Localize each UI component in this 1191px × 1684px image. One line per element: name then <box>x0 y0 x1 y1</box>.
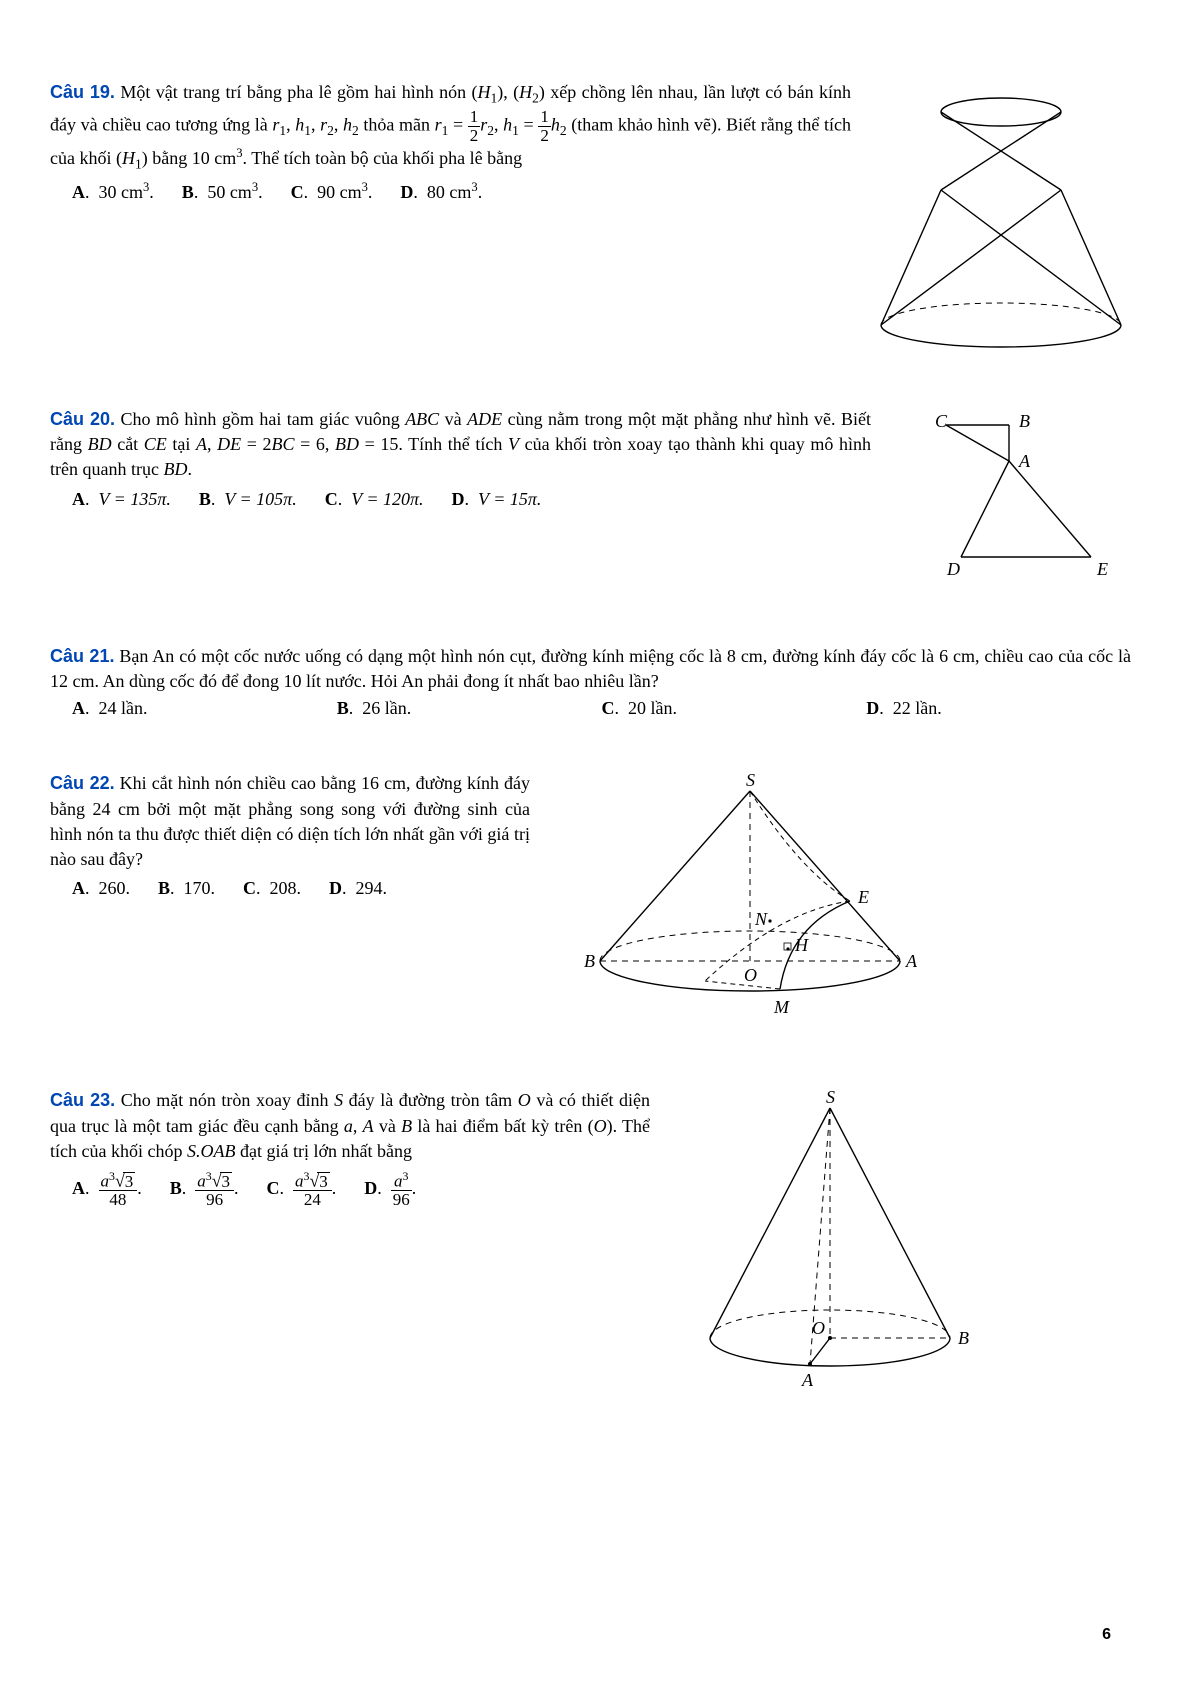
svg-text:D: D <box>946 559 960 579</box>
q23-optC: C. a3√324. <box>267 1170 337 1209</box>
q19-label: Câu 19. <box>50 82 115 102</box>
svg-text:N: N <box>754 909 768 929</box>
q23-text: Câu 23. Cho mặt nón tròn xoay đỉnh S đáy… <box>50 1088 650 1209</box>
q23-optB: B. a3√396. <box>170 1170 239 1209</box>
q19-optC: C. 90 cm3. <box>291 179 373 205</box>
svg-text:B: B <box>1019 411 1030 431</box>
q22-optC: C. 208. <box>243 876 301 901</box>
q23-label: Câu 23. <box>50 1090 115 1110</box>
question-22: Câu 22. Khi cắt hình nón chiều cao bằng … <box>50 771 1131 1036</box>
svg-text:A: A <box>1018 451 1031 471</box>
svg-text:A: A <box>905 951 918 971</box>
q23-optA: A. a3√348. <box>72 1170 142 1209</box>
svg-text:E: E <box>1096 559 1108 579</box>
q20-options: A. V = 135π. B. V = 105π. C. V = 120π. D… <box>72 487 871 512</box>
svg-text:M: M <box>773 997 790 1017</box>
svg-text:S: S <box>746 771 755 790</box>
q19-text: Câu 19. Một vật trang trí bằng pha lê gồ… <box>50 80 851 205</box>
q22-text: Câu 22. Khi cắt hình nón chiều cao bằng … <box>50 771 530 901</box>
q19-figure <box>871 80 1131 355</box>
cone-section-icon: S E N H B O A M <box>550 771 950 1031</box>
q21-optC: C. 20 lần. <box>602 698 678 718</box>
svg-text:B: B <box>584 951 595 971</box>
q21-text: Câu 21. Bạn An có một cốc nước uống có d… <box>50 644 1131 694</box>
question-20: Câu 20. Cho mô hình gồm hai tam giác vuô… <box>50 407 1131 592</box>
q23-options: A. a3√348. B. a3√396. C. a3√324. D. a396… <box>72 1170 650 1209</box>
q20-optB: B. V = 105π. <box>199 487 297 512</box>
q21-optA: A. 24 lần. <box>72 698 148 718</box>
q19-optA: A. 30 cm3. <box>72 179 154 205</box>
frac: 12 <box>538 108 551 145</box>
q20-figure: C B A D E <box>891 407 1131 592</box>
q21-label: Câu 21. <box>50 646 114 666</box>
page-number: 6 <box>1102 1626 1111 1644</box>
svg-text:O: O <box>744 965 757 985</box>
double-cone-icon <box>871 80 1131 350</box>
q21-options: A. 24 lần. B. 26 lần. C. 20 lần. D. 22 l… <box>72 698 1131 719</box>
q19-optB: B. 50 cm3. <box>182 179 263 205</box>
question-23: Câu 23. Cho mặt nón tròn xoay đỉnh S đáy… <box>50 1088 1131 1413</box>
question-19: Câu 19. Một vật trang trí bằng pha lê gồ… <box>50 80 1131 355</box>
svg-text:C: C <box>935 411 948 431</box>
q21-optB: B. 26 lần. <box>337 698 412 718</box>
svg-text:H: H <box>794 935 809 955</box>
two-triangles-icon: C B A D E <box>891 407 1131 587</box>
q21-optD: D. 22 lần. <box>866 698 942 718</box>
page: Câu 19. Một vật trang trí bằng pha lê gồ… <box>0 0 1191 1684</box>
q22-options: A. 260. B. 170. C. 208. D. 294. <box>72 876 530 901</box>
svg-text:S: S <box>826 1088 835 1107</box>
q19-options: A. 30 cm3. B. 50 cm3. C. 90 cm3. D. 80 c… <box>72 179 851 205</box>
svg-text:O: O <box>812 1318 825 1338</box>
svg-text:E: E <box>857 887 869 907</box>
cone-soab-icon: S O B A <box>670 1088 990 1408</box>
q22-figure: S E N H B O A M <box>550 771 950 1036</box>
q20-optD: D. V = 15π. <box>452 487 542 512</box>
question-21: Câu 21. Bạn An có một cốc nước uống có d… <box>50 644 1131 719</box>
q20-optC: C. V = 120π. <box>325 487 424 512</box>
q22-optB: B. 170. <box>158 876 215 901</box>
q22-optD: D. 294. <box>329 876 387 901</box>
q22-label: Câu 22. <box>50 773 115 793</box>
frac: 12 <box>468 108 481 145</box>
q20-text: Câu 20. Cho mô hình gồm hai tam giác vuô… <box>50 407 871 512</box>
q23-figure: S O B A <box>670 1088 990 1413</box>
q19-optD: D. 80 cm3. <box>400 179 482 205</box>
q20-label: Câu 20. <box>50 409 115 429</box>
q23-optD: D. a396. <box>364 1170 416 1209</box>
q20-optA: A. V = 135π. <box>72 487 171 512</box>
q22-optA: A. 260. <box>72 876 130 901</box>
svg-text:B: B <box>958 1328 969 1348</box>
svg-text:A: A <box>801 1370 814 1390</box>
